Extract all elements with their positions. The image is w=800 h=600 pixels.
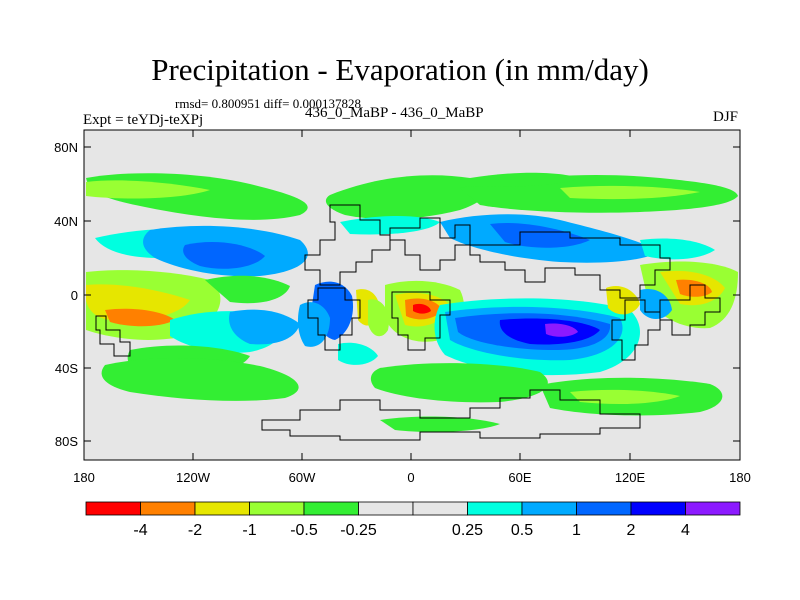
colorbar-label: 4 <box>681 522 690 539</box>
coast-antarctica <box>261 389 641 441</box>
region-africa-red <box>413 303 431 314</box>
plot-title: Precipitation - Evaporation (in mm/day) <box>151 52 649 87</box>
colorbar-box <box>685 501 741 516</box>
coast-asia <box>469 231 671 299</box>
colorbar-box <box>630 501 686 516</box>
colorbar-label: 2 <box>627 522 636 539</box>
region-n-dblue-pacific <box>183 242 265 269</box>
region-n-green-central <box>325 175 489 220</box>
lon-tick-label: 60W <box>289 470 316 485</box>
region-io-purple <box>545 323 578 337</box>
lon-tick-label: 180 <box>729 470 751 485</box>
region-s-green-w <box>101 357 299 401</box>
colorbar-box <box>194 501 250 516</box>
stats-label: rmsd= 0.800951 diff= 0.000137828 <box>175 96 361 111</box>
colorbar-label: -0.5 <box>290 522 318 539</box>
colorbar-box <box>467 501 523 516</box>
lon-tick-label: 0 <box>407 470 414 485</box>
coast-south-america <box>307 287 361 351</box>
colorbar-label: -0.25 <box>340 522 377 539</box>
colorbar-label: 1 <box>572 522 581 539</box>
lon-tick-label: 120E <box>615 470 646 485</box>
lon-tick-label: 180 <box>73 470 95 485</box>
coast-greenland-europe <box>389 217 471 271</box>
colorbar-box <box>521 501 577 516</box>
region-n-dblue-atlantic <box>490 222 590 248</box>
colorbar-label: -4 <box>133 522 147 539</box>
region-n-green-top <box>470 172 580 187</box>
colorbar-box <box>85 501 141 516</box>
region-ep-orange <box>676 279 712 297</box>
colorbar <box>85 501 741 516</box>
region-n-cyan-east <box>640 238 715 260</box>
colorbar-box <box>303 501 359 516</box>
coastline-layer <box>95 204 721 441</box>
colorbar-label: -1 <box>242 522 256 539</box>
latitude-labels: 80N 40N 0 40S 80S <box>54 140 78 449</box>
lat-tick-label: 80S <box>55 434 78 449</box>
coast-australia <box>659 284 721 336</box>
region-trop-green-w2 <box>205 275 290 304</box>
region-n-cyan-central <box>340 216 440 235</box>
colorbar-labels: -4 -2 -1 -0.5 -0.25 0.25 0.5 1 2 4 <box>133 522 690 539</box>
region-sa-green <box>368 299 389 337</box>
lon-tick-label: 60E <box>508 470 531 485</box>
region-trop-orange-w <box>105 308 175 327</box>
season-label: DJF <box>712 109 738 125</box>
colorbar-box <box>249 501 305 516</box>
region-wp-blue <box>640 288 672 319</box>
region-sa-cyan-s <box>338 342 378 365</box>
colorbar-label: 0.25 <box>452 522 483 539</box>
center-label: 436_0_MaBP - 436_0_MaBP <box>305 105 484 121</box>
field-layer <box>84 130 740 460</box>
colorbar-box <box>412 501 468 516</box>
coast-maritime <box>611 299 661 361</box>
colorbar-label: 0.5 <box>511 522 533 539</box>
coast-africa <box>391 291 451 351</box>
coast-north-america <box>304 204 391 286</box>
region-sa-blue <box>297 302 330 347</box>
colorbar-box <box>140 501 196 516</box>
region-n-green-east2 <box>560 185 700 200</box>
colorbar-label: -2 <box>188 522 202 539</box>
longitude-labels: 180 120W 60W 0 60E 120E 180 <box>73 470 751 485</box>
colorbar-box <box>358 501 414 516</box>
tick-layer <box>83 130 741 460</box>
region-wp-yellow <box>606 285 640 315</box>
lat-tick-label: 40S <box>55 361 78 376</box>
region-s-green-far <box>380 416 500 432</box>
experiment-label: Expt = teYDj-teXPj <box>83 112 204 128</box>
lon-tick-label: 120W <box>176 470 211 485</box>
region-n-green-west2 <box>86 180 210 199</box>
region-trop-blue-w <box>229 309 300 345</box>
lat-tick-label: 0 <box>71 288 78 303</box>
colorbar-box <box>576 501 632 516</box>
coast-west-pacific <box>95 315 131 357</box>
lat-tick-label: 40N <box>54 214 78 229</box>
lat-tick-label: 80N <box>54 140 78 155</box>
region-s-green-c <box>370 363 548 403</box>
